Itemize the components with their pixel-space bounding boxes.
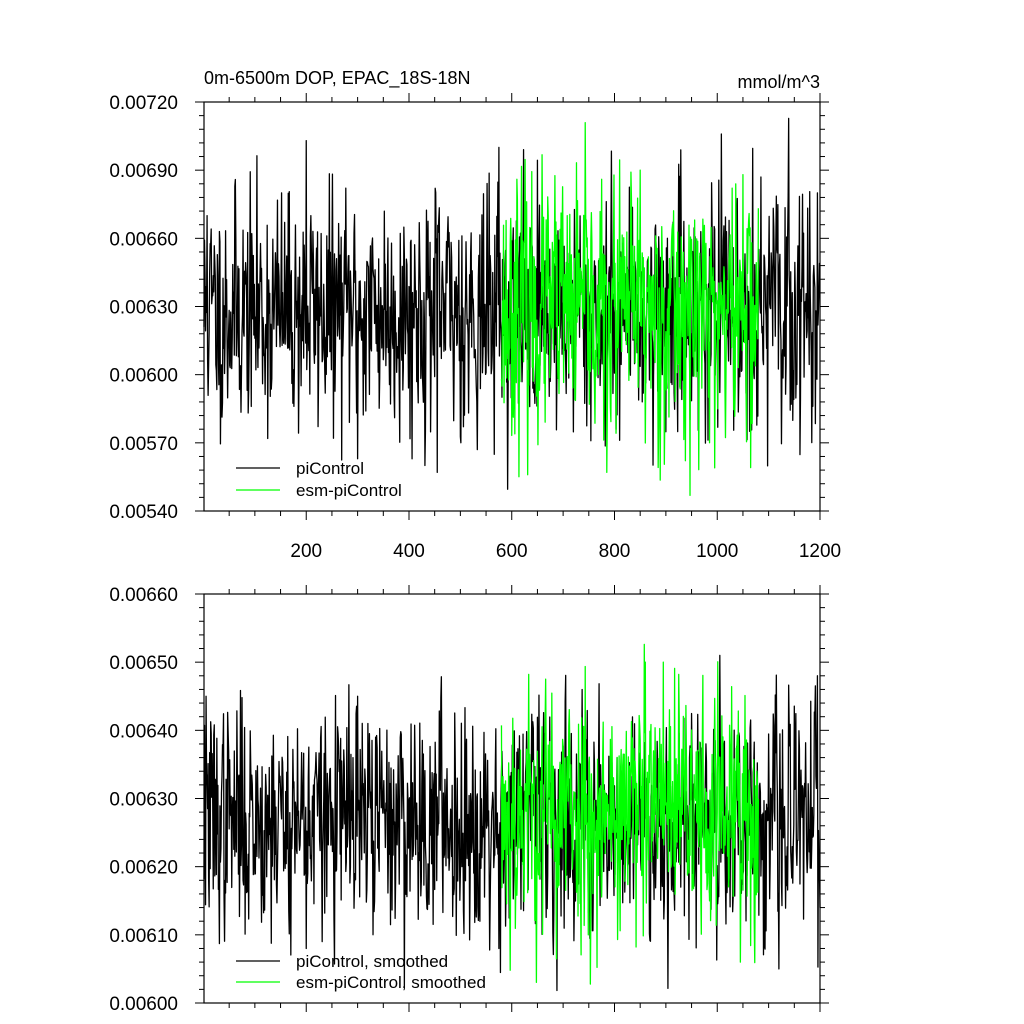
y-tick-label: 0.00660 [109, 585, 178, 606]
x-tick-label: 600 [496, 541, 528, 562]
top-panel-ticks [195, 93, 829, 520]
y-tick-label: 0.00630 [109, 298, 178, 319]
x-tick-label: 800 [599, 541, 631, 562]
y-tick-label: 0.00720 [109, 93, 178, 114]
y-tick-label: 0.00600 [109, 994, 178, 1015]
series-line-esm-picontrol [500, 122, 759, 497]
legend-label-picontrol: piControl [296, 459, 364, 478]
y-tick-label: 0.00640 [109, 721, 178, 742]
y-tick-label: 0.00600 [109, 366, 178, 387]
top-panel-x-tick-labels: 200 400 600 800 1000 1200 [290, 541, 841, 562]
bottom-panel-ticks [195, 585, 829, 1012]
top-panel-y-tick-labels: 0.00540 0.00570 0.00600 0.00630 0.00660 0.006… [109, 93, 178, 523]
bottom-panel: 0.00600 0.00610 0.00620 0.00630 0.00640 0.006… [109, 585, 829, 1015]
x-tick-label: 1000 [696, 541, 738, 562]
bottom-panel-legend: piControl, smoothed esm-piControl, smoot… [236, 952, 486, 992]
y-tick-label: 0.00660 [109, 229, 178, 250]
top-panel: 0m-6500m DOP, EPAC_18S-18N mmol/m^3 0.00… [109, 68, 841, 562]
top-panel-title: 0m-6500m DOP, EPAC_18S-18N [204, 68, 470, 89]
x-tick-label: 1200 [799, 541, 841, 562]
y-tick-label: 0.00540 [109, 502, 178, 523]
series-line-esm-picontrol-smoothed [500, 643, 759, 985]
y-tick-label: 0.00690 [109, 161, 178, 182]
y-tick-label: 0.00610 [109, 926, 178, 947]
bottom-panel-series [203, 643, 821, 992]
top-panel-series [203, 117, 821, 497]
y-tick-label: 0.00620 [109, 858, 178, 879]
y-tick-label: 0.00650 [109, 653, 178, 674]
x-tick-label: 400 [393, 541, 425, 562]
top-panel-legend: piControl esm-piControl [236, 459, 402, 500]
y-tick-label: 0.00630 [109, 790, 178, 811]
bottom-panel-y-tick-labels: 0.00600 0.00610 0.00620 0.00630 0.00640 0.006… [109, 585, 178, 1015]
legend-label-esm-picontrol-smoothed: esm-piControl, smoothed [296, 973, 486, 992]
top-panel-units: mmol/m^3 [738, 72, 820, 92]
x-tick-label: 200 [290, 541, 322, 562]
legend-label-esm-picontrol: esm-piControl [296, 481, 402, 500]
legend-label-picontrol-smoothed: piControl, smoothed [296, 952, 448, 971]
y-tick-label: 0.00570 [109, 434, 178, 455]
